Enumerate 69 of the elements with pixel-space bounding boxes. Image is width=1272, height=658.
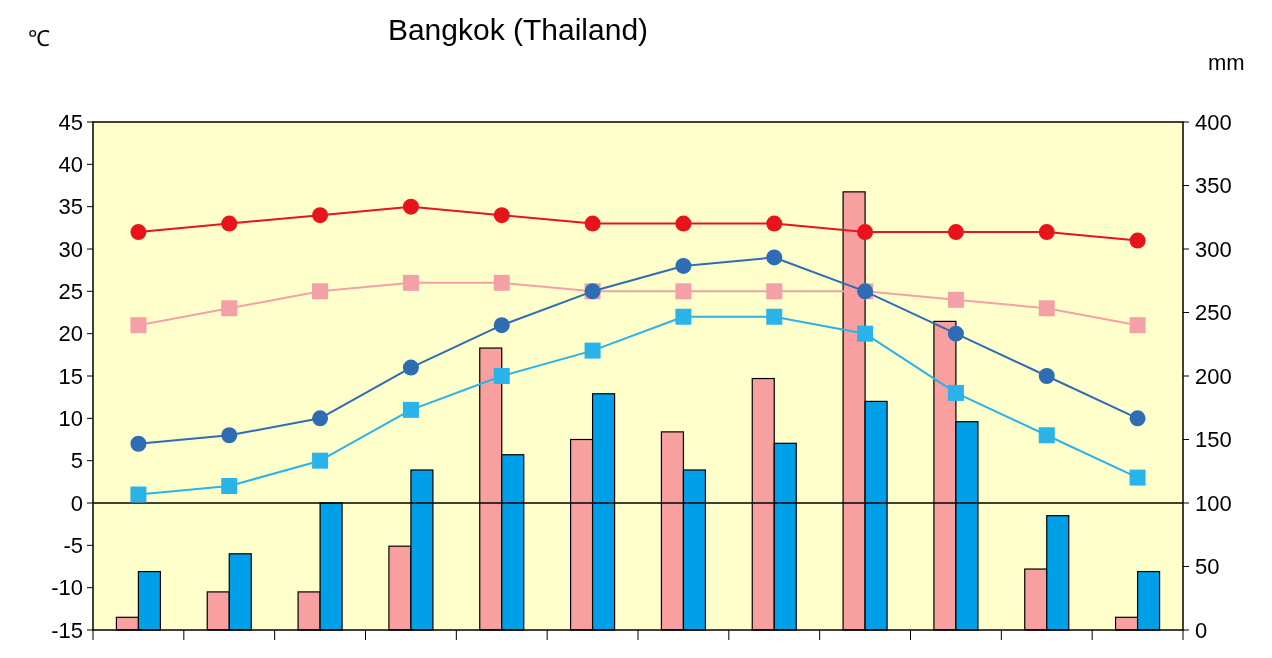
y-tick-label: 0 <box>70 490 83 516</box>
point <box>402 198 419 215</box>
point <box>1038 224 1055 241</box>
point <box>1129 469 1146 486</box>
point <box>130 435 147 452</box>
y-tick-label: 20 <box>58 321 83 347</box>
point <box>766 283 783 300</box>
y-tick-label: 5 <box>70 448 83 474</box>
point <box>221 427 238 444</box>
point <box>402 359 419 376</box>
y-tick-label: 35 <box>58 194 83 220</box>
y2-tick-label: 350 <box>1195 173 1232 199</box>
point <box>1038 368 1055 384</box>
y-axis-title: ℃ <box>28 26 50 51</box>
point <box>766 308 783 325</box>
point <box>675 308 692 325</box>
point <box>675 283 692 300</box>
point <box>402 274 419 291</box>
point <box>221 215 238 232</box>
y2-tick-label: 0 <box>1195 617 1208 643</box>
y2-axis-title: mm <box>1208 50 1245 75</box>
y2-tick-label: 300 <box>1195 236 1232 262</box>
y2-tick-label: 200 <box>1195 363 1232 389</box>
point <box>584 342 601 359</box>
point <box>130 317 147 334</box>
point <box>130 486 147 503</box>
point <box>766 249 783 266</box>
point <box>493 274 510 291</box>
y2-tick-label: 100 <box>1195 490 1232 516</box>
y-tick-label: -5 <box>63 533 83 559</box>
point <box>312 283 329 300</box>
y-tick-label: -15 <box>51 617 83 643</box>
point <box>221 300 238 317</box>
y2-tick-label: 250 <box>1195 300 1232 326</box>
y-tick-label: 45 <box>58 109 83 135</box>
point <box>1129 317 1146 334</box>
y-tick-label: 15 <box>58 363 83 389</box>
y-tick-label: 30 <box>58 236 83 262</box>
point <box>947 291 964 308</box>
point <box>130 224 147 241</box>
chart-title: Bangkok (Thailand) <box>387 13 649 46</box>
point <box>584 215 601 232</box>
point <box>947 224 964 241</box>
point <box>947 384 964 401</box>
point <box>947 325 964 342</box>
y2-tick-label: 50 <box>1195 554 1220 580</box>
point <box>312 452 329 469</box>
y-tick-label: 25 <box>58 279 83 305</box>
point <box>493 368 510 384</box>
point <box>221 478 238 495</box>
point <box>675 257 692 274</box>
point <box>312 207 329 224</box>
point <box>1129 232 1146 249</box>
point <box>493 207 510 224</box>
y-tick-label: 40 <box>58 152 83 178</box>
point <box>1038 427 1055 444</box>
point <box>675 215 692 232</box>
point <box>857 224 874 241</box>
point <box>1038 300 1055 317</box>
y2-tick-label: 150 <box>1195 427 1232 453</box>
y-tick-label: 10 <box>58 406 83 432</box>
point <box>493 317 510 334</box>
point <box>1129 410 1146 427</box>
y-tick-label: -10 <box>51 575 83 601</box>
point <box>857 325 874 342</box>
y2-tick-label: 400 <box>1195 109 1232 135</box>
point <box>766 215 783 232</box>
point <box>402 401 419 418</box>
point <box>312 410 329 427</box>
